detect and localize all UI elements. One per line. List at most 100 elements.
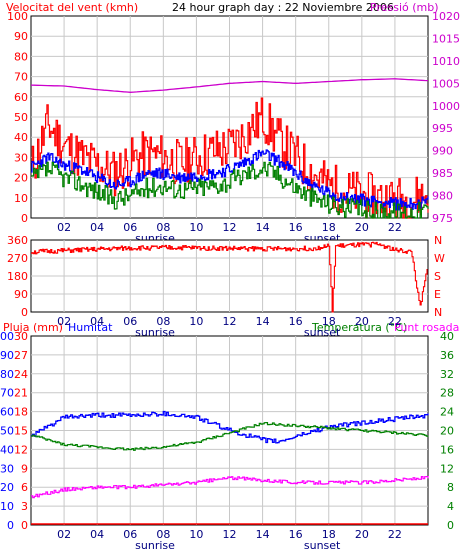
- x-tick-label: 08: [156, 528, 170, 541]
- x-tick-label: 08: [156, 315, 170, 328]
- humidity-tick-label: 70: [0, 387, 14, 400]
- wind-tick-label: 70: [14, 71, 28, 84]
- humidity-tick-label: 50: [0, 425, 14, 438]
- x-tick-label: 10: [189, 221, 203, 234]
- rain-tick-label: 24: [14, 368, 28, 381]
- x-tick-label: 20: [355, 528, 369, 541]
- x-tick-label: 20: [355, 221, 369, 234]
- rain-tick-label: 27: [14, 349, 28, 362]
- temperature-tick-label: 28: [440, 387, 454, 400]
- sunset-label: sunset: [304, 539, 341, 552]
- wind-tick-label: 30: [14, 151, 28, 164]
- pressure-series: [30, 78, 429, 93]
- wind-tick-label: 40: [14, 131, 28, 144]
- x-tick-label: 10: [189, 528, 203, 541]
- x-tick-label: 18: [322, 528, 336, 541]
- temperature-tick-label: 8: [447, 481, 454, 494]
- temperature-tick-label: 0: [447, 519, 454, 532]
- temperature-tick-label: 16: [440, 443, 454, 456]
- x-tick-label: 20: [355, 315, 369, 328]
- x-tick-label: 14: [256, 528, 270, 541]
- x-tick-label: 06: [123, 315, 137, 328]
- temperature-tick-label: 40: [440, 330, 454, 343]
- pressure-tick-label: 980: [432, 190, 453, 203]
- rain-tick-label: 30: [14, 330, 28, 343]
- wind-tick-label: 20: [14, 172, 28, 185]
- wind-average-series: [31, 149, 429, 211]
- humidity-tick-label: 80: [0, 368, 14, 381]
- direction-tick-label: 360: [7, 234, 28, 247]
- wind-tick-label: 100: [7, 10, 28, 23]
- rain-tick-label: 15: [14, 425, 28, 438]
- humidity-tick-label: 30: [0, 462, 14, 475]
- wind-tick-label: 10: [14, 192, 28, 205]
- x-tick-label: 12: [223, 528, 237, 541]
- temperature-tick-label: 32: [440, 368, 454, 381]
- x-tick-label: 16: [289, 221, 303, 234]
- humidity-axis-title: Humitat: [68, 321, 113, 334]
- dewpoint-axis-title: Punt rosada: [394, 321, 459, 334]
- temperature-tick-label: 36: [440, 349, 454, 362]
- rain-tick-label: 12: [14, 443, 28, 456]
- sunrise-label: sunrise: [135, 539, 175, 552]
- pressure-tick-label: 990: [432, 145, 453, 158]
- wind-tick-label: 80: [14, 50, 28, 63]
- x-tick-label: 04: [90, 315, 104, 328]
- pressure-tick-label: 1000: [432, 100, 460, 113]
- compass-tick-label: W: [434, 252, 445, 265]
- compass-tick-label: E: [434, 288, 441, 301]
- x-tick-label: 04: [90, 528, 104, 541]
- wind-gust-series: [31, 97, 429, 219]
- rain-axis-title: Pluja (mm): [3, 321, 63, 334]
- x-tick-label: 22: [388, 221, 402, 234]
- compass-tick-label: N: [434, 234, 442, 247]
- x-tick-label: 16: [289, 315, 303, 328]
- x-tick-label: 16: [289, 528, 303, 541]
- wind-speed-series: [31, 161, 429, 219]
- pressure-tick-label: 995: [432, 122, 453, 135]
- pressure-tick-label: 975: [432, 212, 453, 225]
- rain-tick-label: 18: [14, 406, 28, 419]
- x-tick-label: 18: [322, 221, 336, 234]
- x-tick-label: 02: [57, 315, 71, 328]
- rain-tick-label: 0: [21, 519, 28, 532]
- compass-tick-label: S: [434, 270, 441, 283]
- wind-tick-label: 60: [14, 91, 28, 104]
- pressure-tick-label: 1005: [432, 77, 460, 90]
- temperature-tick-label: 12: [440, 462, 454, 475]
- pressure-tick-label: 1010: [432, 55, 460, 68]
- wind-tick-label: 50: [14, 111, 28, 124]
- direction-tick-label: 90: [14, 288, 28, 301]
- humidity-tick-label: 100: [0, 330, 14, 343]
- dewpoint-series: [31, 476, 429, 499]
- humidity-tick-label: 10: [0, 500, 14, 513]
- x-tick-label: 04: [90, 221, 104, 234]
- humidity-tick-label: 20: [0, 481, 14, 494]
- temperature-tick-label: 24: [440, 406, 454, 419]
- humidity-tick-label: 0: [7, 519, 14, 532]
- pressure-tick-label: 1020: [432, 10, 460, 23]
- x-tick-label: 14: [256, 315, 270, 328]
- temperature-tick-label: 4: [447, 500, 454, 513]
- x-tick-label: 22: [388, 528, 402, 541]
- humidity-tick-label: 60: [0, 406, 14, 419]
- temperature-tick-label: 20: [440, 425, 454, 438]
- x-tick-label: 08: [156, 221, 170, 234]
- rain-tick-label: 3: [21, 500, 28, 513]
- wind-tick-label: 90: [14, 30, 28, 43]
- direction-tick-label: 270: [7, 252, 28, 265]
- x-tick-label: 06: [123, 528, 137, 541]
- wind-axis-title: Velocitat del vent (kmh): [6, 1, 138, 14]
- humidity-tick-label: 40: [0, 443, 14, 456]
- chart-title: 24 hour graph day : 22 Noviembre 2006: [172, 1, 394, 14]
- rain-tick-label: 21: [14, 387, 28, 400]
- temperature-axis-title: Temperatura (°C): [311, 321, 407, 334]
- humidity-tick-label: 90: [0, 349, 14, 362]
- compass-tick-label: N: [434, 306, 442, 319]
- x-tick-label: 18: [322, 315, 336, 328]
- x-tick-label: 22: [388, 315, 402, 328]
- pressure-axis-title: Pressió (mb): [370, 1, 439, 14]
- x-tick-label: 02: [57, 528, 71, 541]
